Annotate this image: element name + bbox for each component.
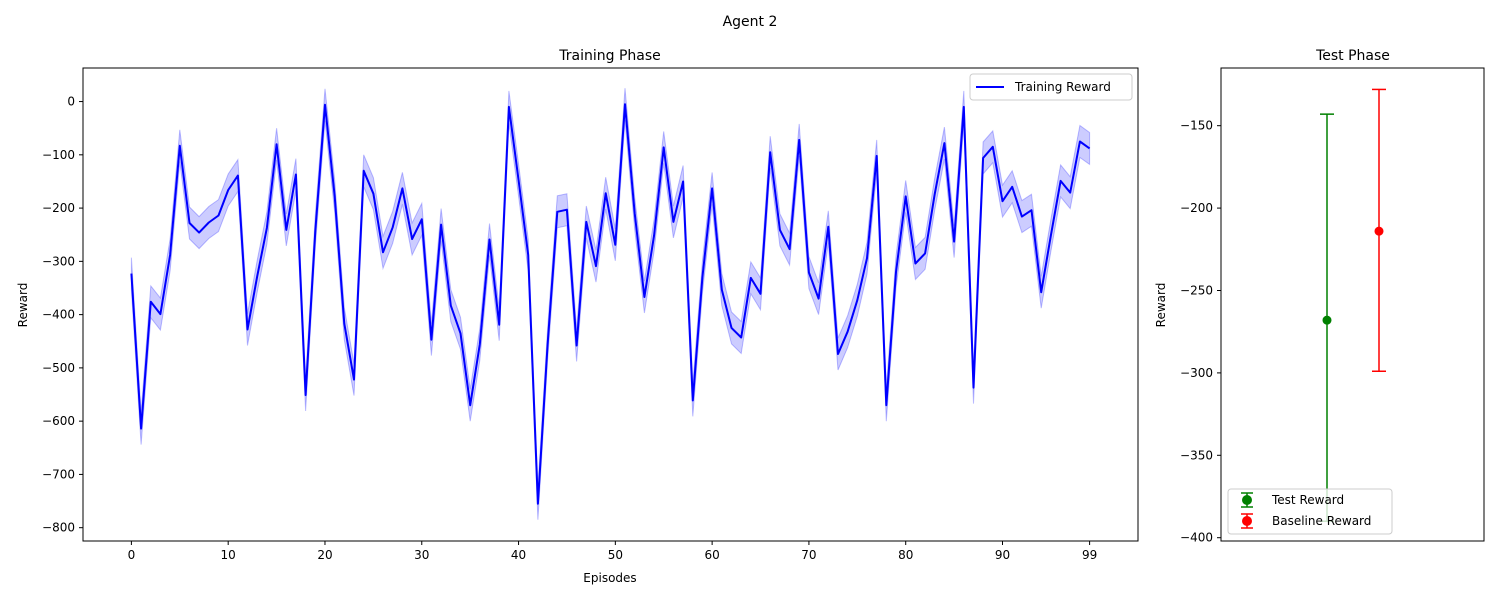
test-legend-label-test: Test Reward	[1271, 493, 1344, 507]
training-xtick-label: 40	[511, 548, 526, 562]
training-ytick-label: −800	[42, 521, 75, 535]
training-axes: 0 10 20 30 40 50 60 70 80 90 99 0 −100 −200 −300 −400 −5…	[42, 67, 1139, 562]
training-xtick-label: 90	[995, 548, 1010, 562]
training-xtick-label: 80	[898, 548, 913, 562]
training-legend-label: Training Reward	[1014, 80, 1111, 94]
test-ytick-label: −400	[1180, 531, 1213, 545]
test-title: Test Phase	[1315, 48, 1390, 64]
training-ytick-label: −600	[42, 414, 75, 428]
test-plot-frame	[1220, 67, 1485, 542]
test-ylabel: Reward	[1154, 283, 1168, 328]
test-ytick-label: −150	[1180, 119, 1213, 133]
test-mean-point	[1322, 315, 1332, 325]
training-band-area	[130, 88, 1091, 520]
test-axes: −150 −200 −250 −300 −350 −400	[1180, 67, 1485, 545]
training-reward-line	[130, 103, 1091, 505]
test-ytick-label: −200	[1180, 201, 1213, 215]
training-xtick-label: 60	[704, 548, 719, 562]
test-ytick-label: −300	[1180, 366, 1213, 380]
training-ytick-label: −200	[42, 201, 75, 215]
training-reward-series-line	[130, 103, 1091, 505]
training-legend-box	[969, 73, 1133, 101]
training-xtick-label: 30	[414, 548, 429, 562]
training-xtick-label: 99	[1082, 548, 1097, 562]
training-ytick-label: −700	[42, 467, 75, 481]
training-plot-frame	[82, 67, 1139, 542]
training-xtick-label: 20	[317, 548, 332, 562]
test-legend-label-baseline: Baseline Reward	[1272, 514, 1371, 528]
training-xlabel: Episodes	[583, 571, 636, 585]
test-legend-box	[1227, 488, 1393, 535]
training-ylabel: Reward	[16, 283, 30, 328]
test-legend-swatch-test-dot	[1242, 495, 1252, 505]
training-title: Training Phase	[558, 48, 661, 64]
training-chart: Training Phase 0 10 20 30 40 50 60 70 80 90 99 0 −10…	[16, 48, 1139, 585]
training-legend: Training Reward	[969, 73, 1133, 101]
training-ytick-label: −100	[42, 148, 75, 162]
training-confidence-band	[130, 88, 1091, 520]
training-ytick-label: −500	[42, 361, 75, 375]
training-xtick-label: 50	[608, 548, 623, 562]
baseline-mean-point	[1374, 226, 1384, 236]
training-ytick-label: −300	[42, 254, 75, 268]
training-xtick-label: 0	[128, 548, 136, 562]
training-ytick-label: −400	[42, 308, 75, 322]
figure-suptitle: Agent 2	[723, 14, 778, 30]
test-legend: Test Reward Baseline Reward	[1227, 488, 1393, 535]
training-xtick-label: 10	[221, 548, 236, 562]
test-ytick-label: −350	[1180, 448, 1213, 462]
training-xtick-label: 70	[801, 548, 816, 562]
training-ytick-label: 0	[67, 95, 75, 109]
test-legend-swatch-baseline-dot	[1242, 516, 1252, 526]
test-chart: Test Phase −150 −200 −250 −300 −350 −400 Rewa…	[1154, 48, 1485, 545]
test-ytick-label: −250	[1180, 283, 1213, 297]
